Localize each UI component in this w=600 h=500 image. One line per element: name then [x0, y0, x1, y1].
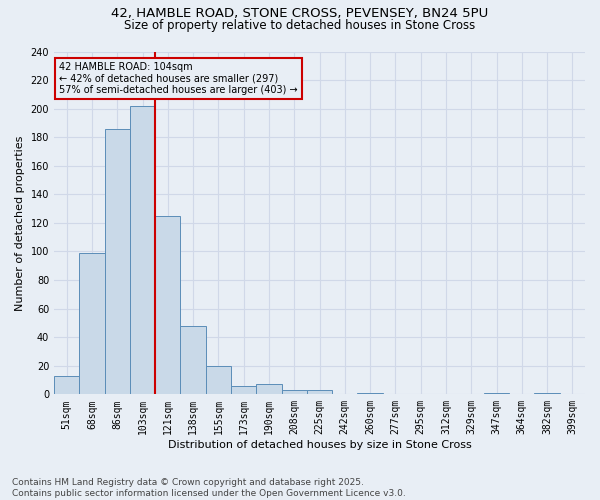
Bar — [181, 326, 206, 394]
Bar — [104, 128, 130, 394]
Bar — [54, 376, 79, 394]
Bar — [155, 216, 181, 394]
X-axis label: Distribution of detached houses by size in Stone Cross: Distribution of detached houses by size … — [167, 440, 472, 450]
Bar — [206, 366, 231, 394]
Text: 42 HAMBLE ROAD: 104sqm
← 42% of detached houses are smaller (297)
57% of semi-de: 42 HAMBLE ROAD: 104sqm ← 42% of detached… — [59, 62, 298, 95]
Bar — [484, 393, 509, 394]
Bar — [79, 253, 104, 394]
Text: Contains HM Land Registry data © Crown copyright and database right 2025.
Contai: Contains HM Land Registry data © Crown c… — [12, 478, 406, 498]
Bar — [256, 384, 281, 394]
Y-axis label: Number of detached properties: Number of detached properties — [15, 135, 25, 310]
Bar — [307, 390, 332, 394]
Bar — [130, 106, 155, 395]
Text: 42, HAMBLE ROAD, STONE CROSS, PEVENSEY, BN24 5PU: 42, HAMBLE ROAD, STONE CROSS, PEVENSEY, … — [112, 8, 488, 20]
Bar — [358, 393, 383, 394]
Text: Size of property relative to detached houses in Stone Cross: Size of property relative to detached ho… — [124, 18, 476, 32]
Bar — [535, 393, 560, 394]
Bar — [281, 390, 307, 394]
Bar — [231, 386, 256, 394]
